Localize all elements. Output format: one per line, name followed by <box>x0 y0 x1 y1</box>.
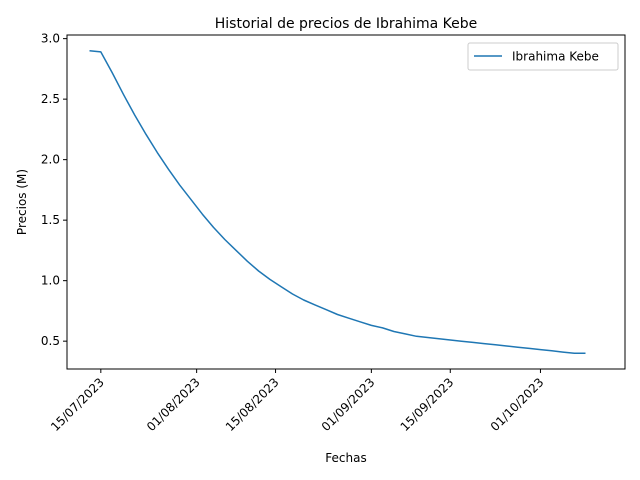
y-ticks: 0.5 1.0 1.5 2.0 2.5 3.0 <box>41 32 67 348</box>
plot-series <box>89 49 586 355</box>
legend: Ibrahima Kebe <box>467 42 619 71</box>
y-tick-label: 3.0 <box>41 32 60 46</box>
y-tick-label: 1.5 <box>41 213 60 227</box>
y-tick-label: 2.5 <box>41 92 60 106</box>
legend-box <box>467 42 619 71</box>
plot-area-frame <box>66 34 626 370</box>
chart-title: Historial de precios de Ibrahima Kebe <box>215 16 477 32</box>
legend-label: Ibrahima Kebe <box>512 50 599 64</box>
x-axis-label: Fechas <box>325 451 366 465</box>
y-tick-label: 1.0 <box>41 274 60 288</box>
y-tick-label: 2.0 <box>41 153 60 167</box>
series-line <box>89 49 586 355</box>
y-axis-label: Precios (M) <box>15 169 29 235</box>
y-tick-label: 0.5 <box>41 334 60 348</box>
